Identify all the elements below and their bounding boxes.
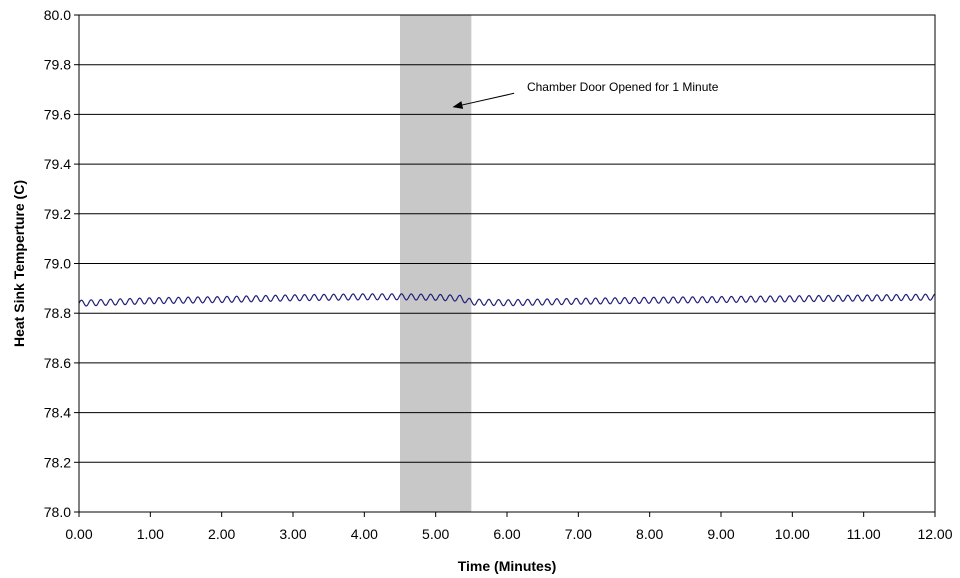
- x-tick-label: 10.00: [775, 526, 810, 542]
- x-tick-label: 1.00: [137, 526, 164, 542]
- y-axis-title: Heat Sink Temperture (C): [11, 180, 27, 347]
- y-tick-label: 79.6: [44, 106, 71, 122]
- x-axis-title: Time (Minutes): [458, 558, 557, 574]
- y-tick-label: 78.0: [44, 504, 71, 520]
- temperature-series-line: [78, 293, 936, 307]
- x-tick-label: 11.00: [847, 526, 881, 542]
- x-tick-label: 2.00: [208, 526, 235, 542]
- y-tick-label: 78.8: [44, 305, 71, 321]
- y-tick-label: 79.2: [44, 206, 71, 222]
- x-tick-label: 9.00: [707, 526, 734, 542]
- annotation-arrow: [452, 92, 515, 109]
- x-tick-label: 7.00: [565, 526, 592, 542]
- y-tick-label: 78.6: [44, 355, 71, 371]
- annotation-text: Chamber Door Opened for 1 Minute: [527, 80, 719, 94]
- y-tick-label: 79.0: [44, 256, 71, 272]
- x-tick-label: 12.00: [917, 526, 952, 542]
- y-tick-label: 79.8: [44, 57, 71, 73]
- x-axis-ticks: 0.00 1.00 2.00 3.00 4.00 5.00 6.00 7.00 8.00 9.00…: [65, 512, 953, 542]
- y-tick-label: 78.2: [44, 454, 71, 470]
- x-tick-label: 0.00: [65, 526, 92, 542]
- y-tick-label: 80.0: [44, 7, 71, 23]
- y-axis-ticks: 78.0 78.2 78.4 78.6 78.8 79.0 79.2 79.4 79.6 79.8…: [44, 7, 79, 520]
- x-tick-label: 4.00: [351, 526, 378, 542]
- x-tick-label: 6.00: [493, 526, 520, 542]
- y-tick-label: 79.4: [44, 156, 71, 172]
- x-tick-label: 5.00: [422, 526, 449, 542]
- x-tick-label: 8.00: [636, 526, 663, 542]
- x-tick-label: 3.00: [279, 526, 306, 542]
- y-tick-label: 78.4: [44, 405, 71, 421]
